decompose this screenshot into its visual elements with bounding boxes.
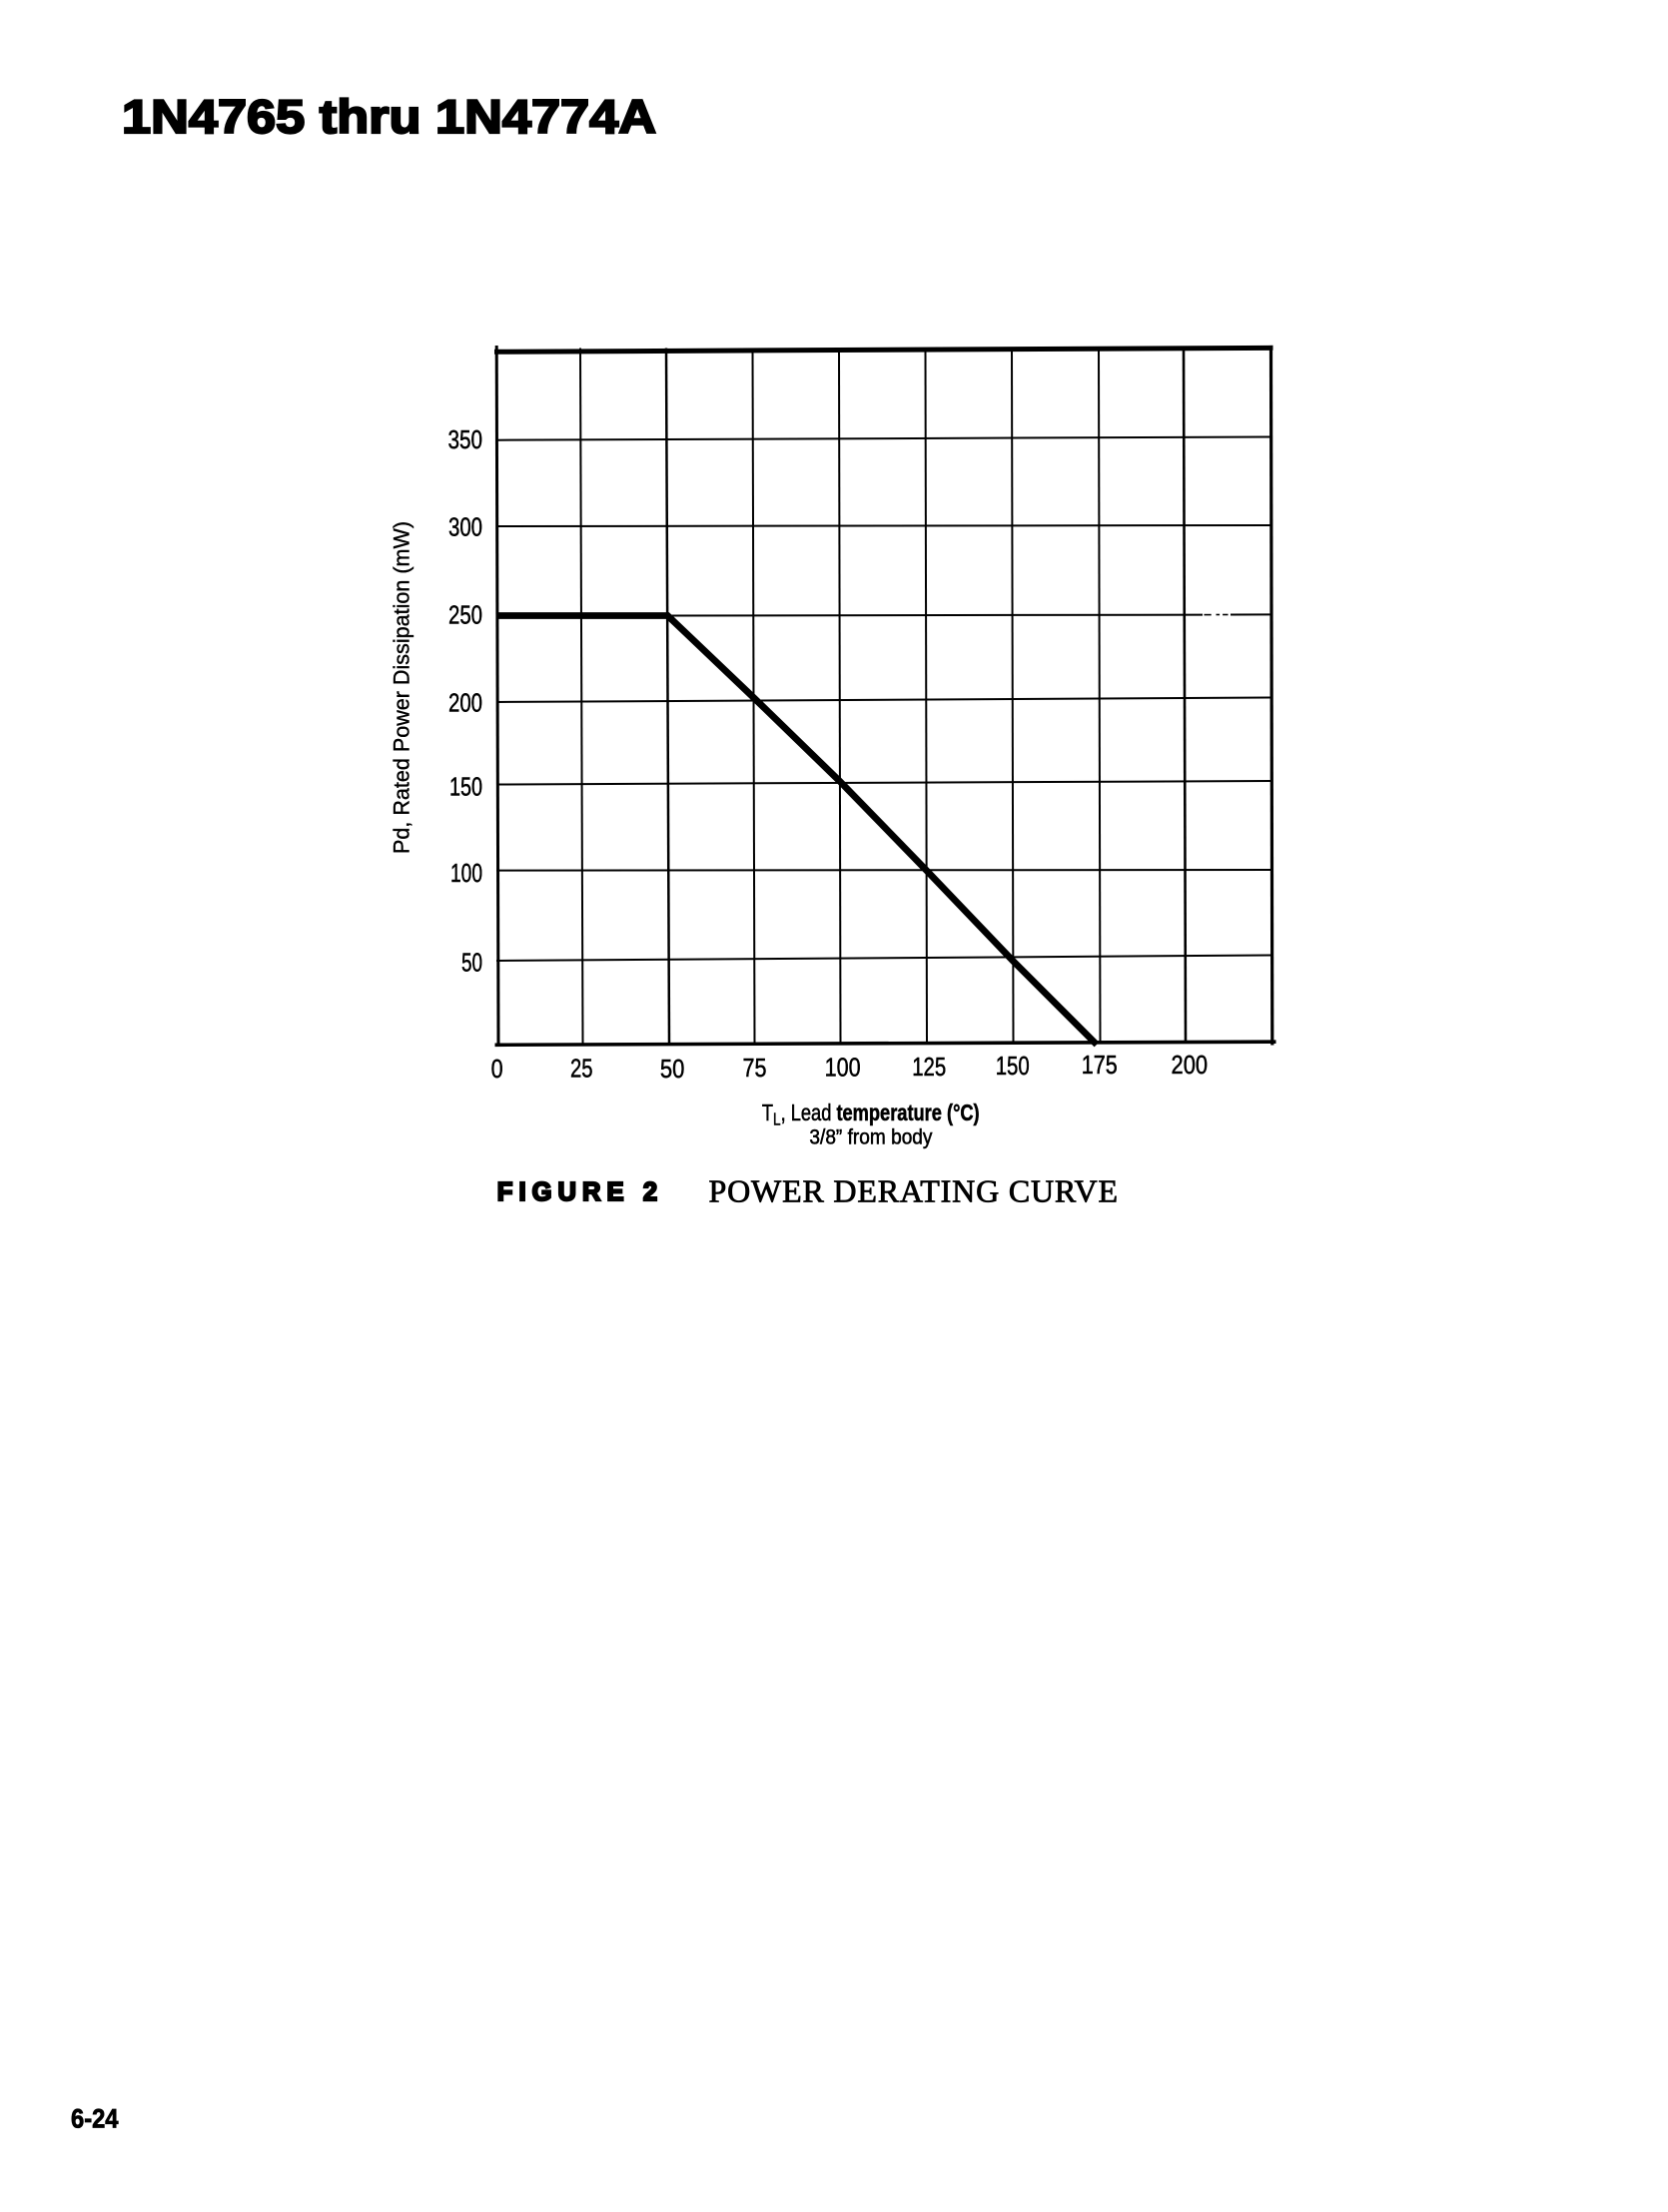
svg-text:TL, Lead temperature (°C): TL, Lead temperature (°C) [762,1101,980,1129]
svg-text:50: 50 [660,1054,685,1084]
svg-text:0: 0 [491,1054,503,1084]
svg-text:25: 25 [570,1054,593,1084]
svg-text:1N4765 thru 1N4774A: 1N4765 thru 1N4774A [122,91,656,144]
svg-text:250: 250 [448,600,482,630]
svg-text:100: 100 [450,858,482,888]
svg-text:3/8” from body: 3/8” from body [809,1126,933,1149]
svg-text:125: 125 [912,1052,946,1082]
svg-text:350: 350 [448,424,483,454]
svg-text:75: 75 [743,1053,767,1083]
svg-text:6-24: 6-24 [71,2104,119,2134]
svg-text:150: 150 [449,772,482,802]
svg-text:175: 175 [1082,1050,1118,1080]
svg-text:100: 100 [825,1052,861,1082]
svg-text:300: 300 [448,512,482,542]
svg-text:150: 150 [996,1051,1030,1081]
svg-text:50: 50 [461,948,482,978]
svg-text:Pd, Rated Power Dissipation (m: Pd, Rated Power Dissipation (mW) [390,521,415,854]
svg-text:200: 200 [1172,1050,1209,1080]
svg-text:FIGURE 2: FIGURE 2 [497,1178,657,1206]
svg-text:200: 200 [448,688,482,718]
svg-text:POWER DERATING CURVE: POWER DERATING CURVE [709,1173,1119,1209]
